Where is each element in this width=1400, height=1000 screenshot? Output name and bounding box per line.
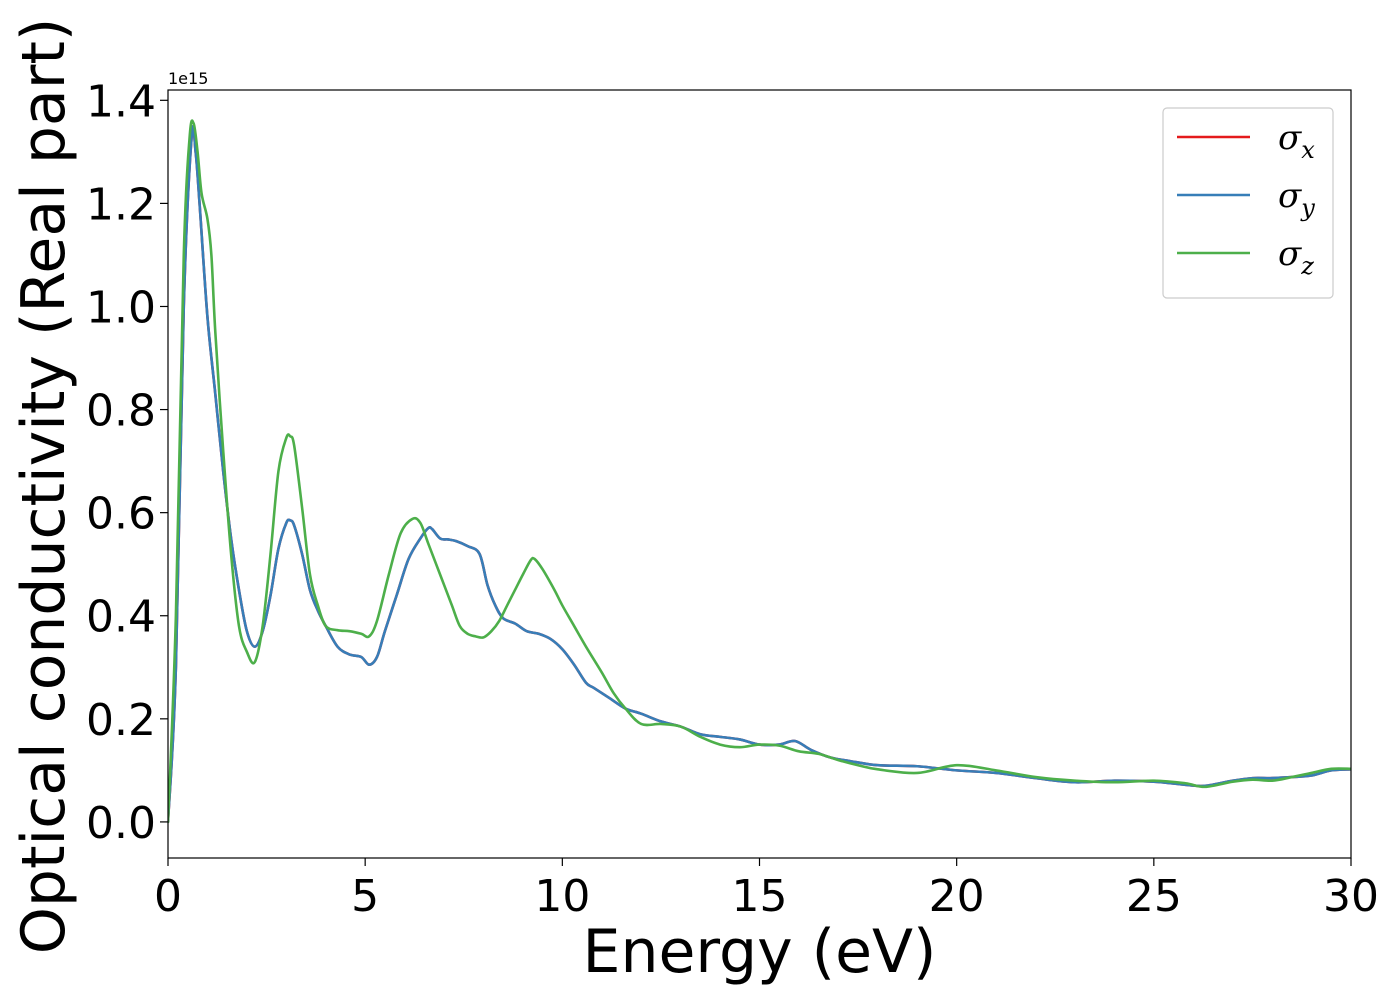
x-axis-title: Energy (eV) bbox=[583, 917, 937, 987]
y-tick-label: 0.2 bbox=[86, 695, 156, 746]
y-offset-label: 1e15 bbox=[168, 69, 208, 88]
ticks-layer: 0 5 10 15 20 25 30 0.0 0.2 0.4 0.6 0.8 1.0 1.2 1.4 bbox=[86, 76, 1379, 922]
y-tick-label: 1.0 bbox=[86, 282, 156, 333]
series-line-z bbox=[168, 119, 1351, 824]
legend-label-y: σy bbox=[1278, 176, 1315, 222]
x-tick-label: 10 bbox=[534, 871, 590, 922]
legend-label-z: σz bbox=[1278, 234, 1314, 280]
y-tick-label: 0.8 bbox=[86, 386, 156, 437]
x-tick-label: 25 bbox=[1126, 871, 1182, 922]
legend-label-x: σx bbox=[1278, 118, 1315, 164]
legend: σx σy σz bbox=[1162, 107, 1334, 299]
x-tick-label: 0 bbox=[154, 871, 182, 922]
x-tick-label: 20 bbox=[929, 871, 985, 922]
y-tick-label: 0.0 bbox=[86, 798, 156, 849]
x-tick-label: 15 bbox=[732, 871, 788, 922]
y-axis-title: Optical conductivity (Real part) bbox=[9, 18, 79, 955]
y-tick-label: 1.2 bbox=[86, 179, 156, 230]
x-tick-label: 30 bbox=[1323, 871, 1379, 922]
y-tick-label: 0.6 bbox=[86, 489, 156, 540]
y-tick-label: 0.4 bbox=[86, 592, 156, 643]
x-tick-label: 5 bbox=[351, 871, 379, 922]
series-line-y bbox=[168, 125, 1351, 824]
y-tick-label: 1.4 bbox=[86, 76, 156, 127]
legend-box bbox=[1162, 107, 1334, 299]
series-layer bbox=[168, 119, 1351, 824]
